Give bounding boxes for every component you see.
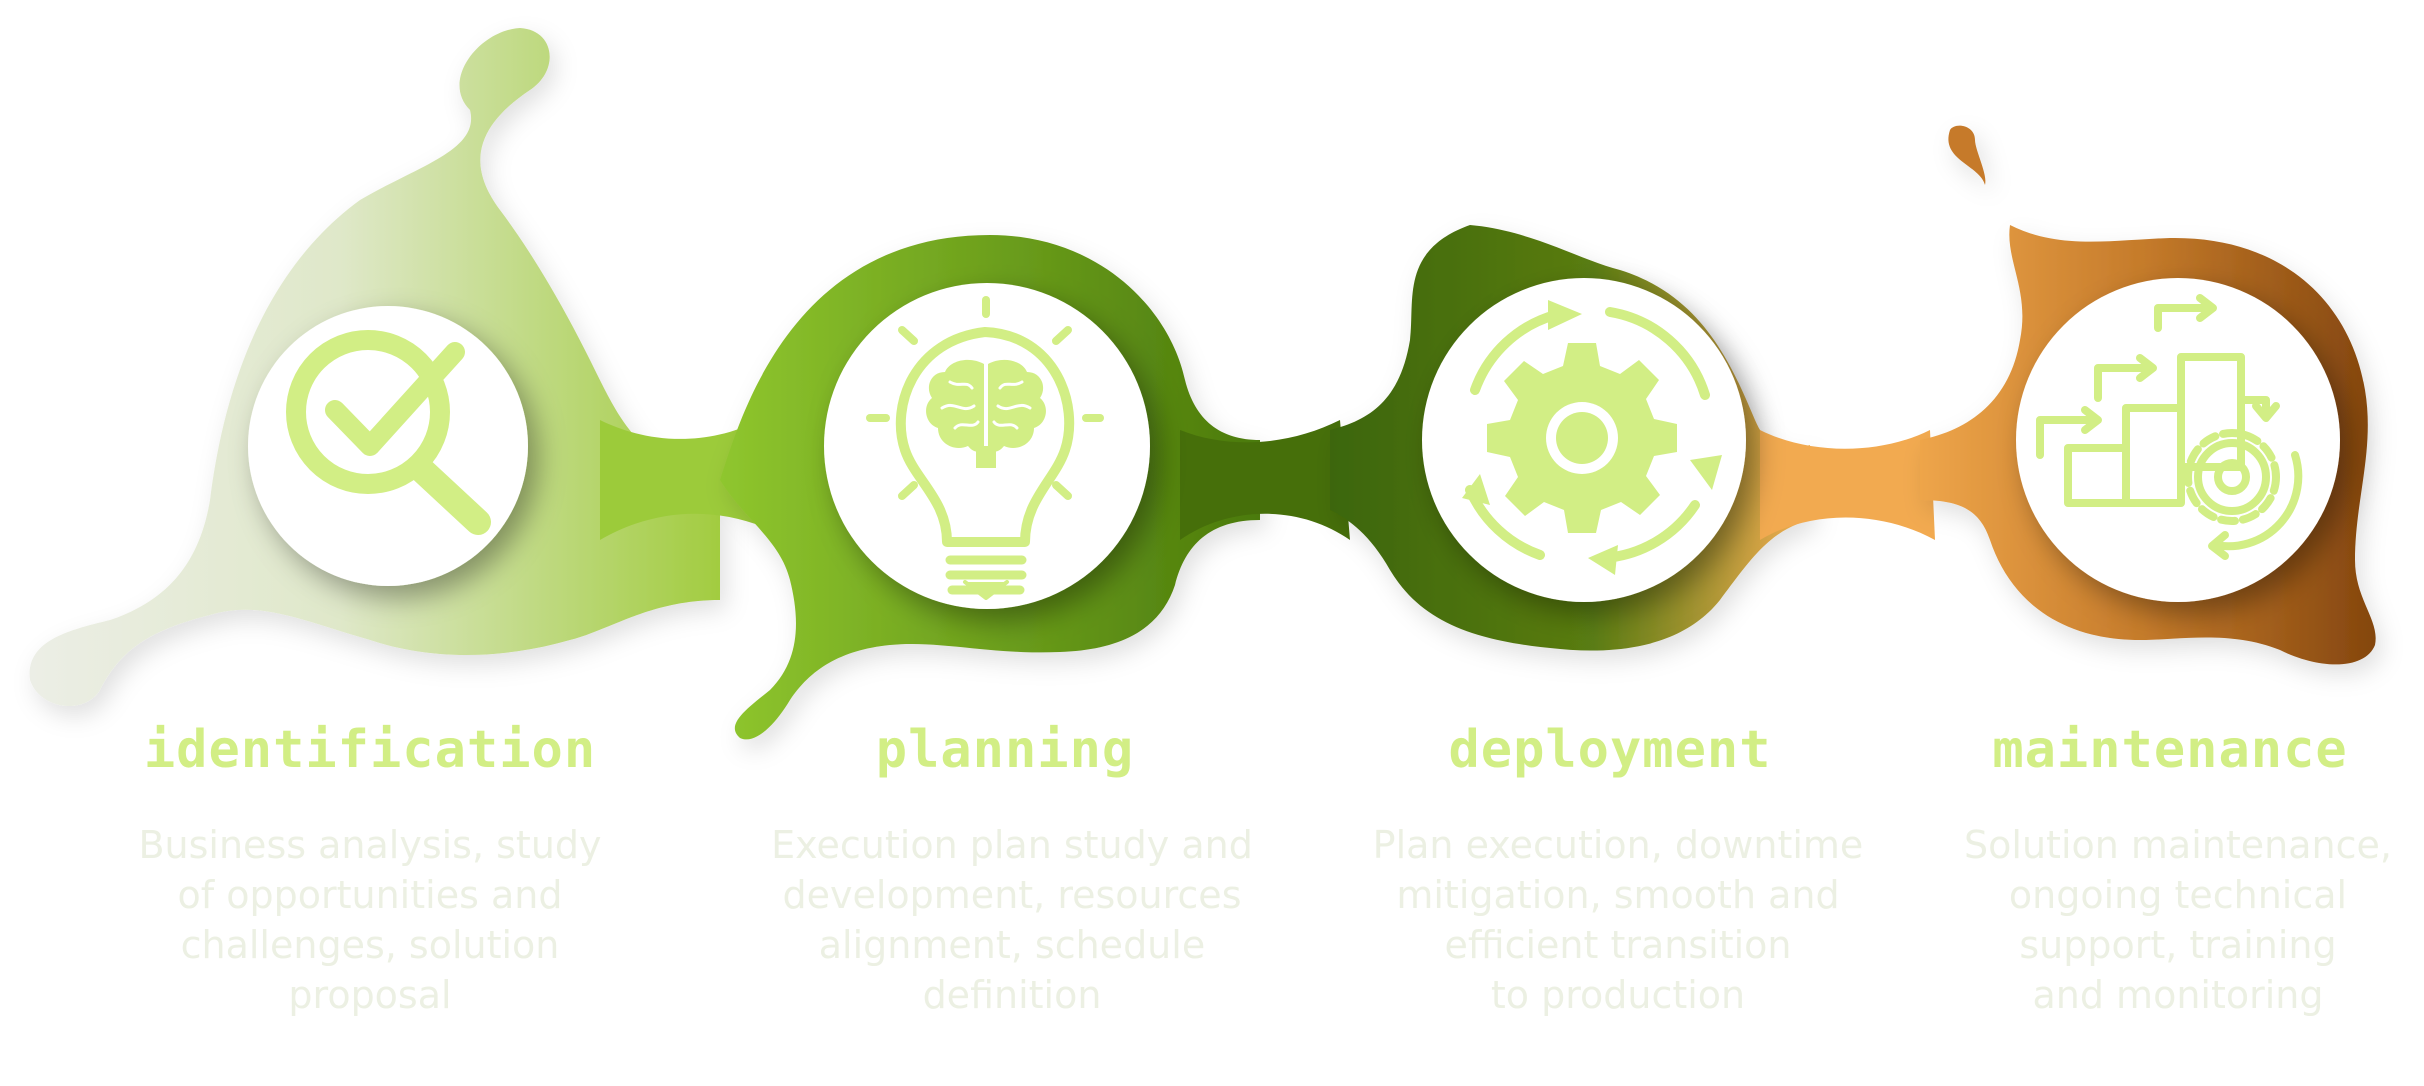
stage-2-description-line: development, resources	[782, 873, 1242, 917]
stage-1-description-line: Business analysis, study	[138, 823, 602, 867]
stage-4-description: Solution maintenance, ongoing technical …	[1908, 820, 2424, 1020]
stage-3-description-line: to production	[1490, 973, 1746, 1017]
stage-4-title: maintenance	[1992, 720, 2348, 780]
stage-3-description-line: Plan execution, downtime	[1372, 823, 1864, 867]
stage-1-title: identification	[143, 720, 597, 780]
stage-4-description-line: Solution maintenance,	[1964, 823, 2392, 867]
stage-3-title: deployment	[1448, 720, 1772, 780]
stage-3-description-line: mitigation, smooth and	[1396, 873, 1840, 917]
stage-3-description: Plan execution, downtime mitigation, smo…	[1348, 820, 1888, 1020]
stage-1-description-line: of opportunities and	[177, 873, 563, 917]
gear-cycle-icon	[1462, 300, 1722, 575]
stage-1-description-line: proposal	[288, 973, 452, 1017]
stage-4-description-line: support, training	[2019, 923, 2337, 967]
stage-4-description-line: and monitoring	[2032, 973, 2324, 1017]
stage-2-title: planning	[875, 720, 1135, 780]
stage-2-description-line: Execution plan study and	[771, 823, 1253, 867]
stage-3-description-line: efficient transition	[1444, 923, 1792, 967]
magnifier-check-icon	[286, 330, 491, 535]
stage-1-description: Business analysis, study of opportunitie…	[100, 820, 640, 1020]
stage-1-description-line: challenges, solution	[180, 923, 560, 967]
stage-2-description: Execution plan study and development, re…	[742, 820, 1282, 1020]
lightbulb-brain-icon	[866, 296, 1104, 600]
stage-2-description-line: definition	[922, 973, 1102, 1017]
stage-2-description-line: alignment, schedule	[818, 923, 1206, 967]
stage-4-description-line: ongoing technical	[2008, 873, 2348, 917]
steps-gear-icon	[2036, 294, 2303, 560]
brain-icon	[926, 359, 1046, 468]
